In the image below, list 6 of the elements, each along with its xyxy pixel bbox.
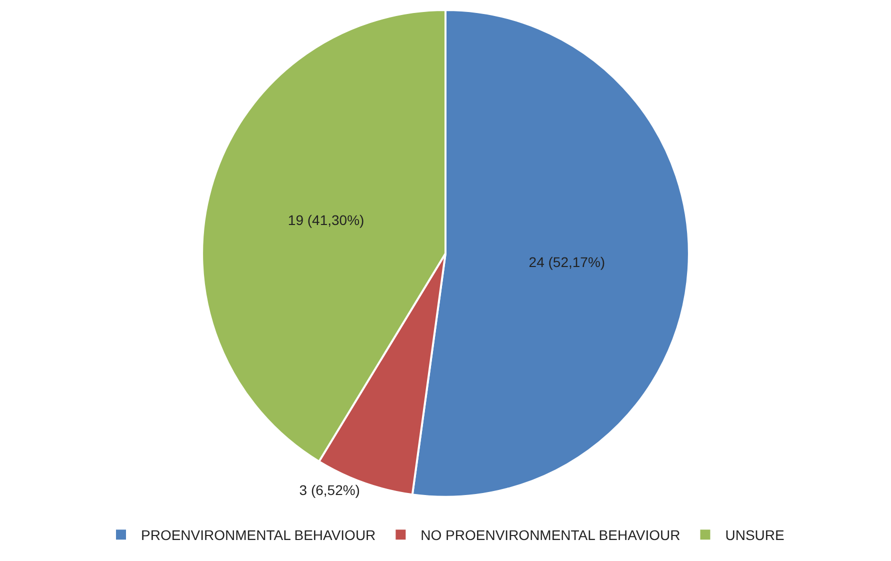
data-label: 24 (52,17%)	[528, 254, 606, 270]
data-label: 19 (41,30%)	[288, 212, 364, 228]
data-label: 3 (6,52%)	[299, 482, 360, 498]
legend-label: PROENVIRONMENTAL BEHAVIOUR	[141, 527, 376, 544]
legend-label: NO PROENVIRONMENTAL BEHAVIOUR	[420, 527, 680, 544]
legend-label: UNSURE	[725, 527, 784, 544]
